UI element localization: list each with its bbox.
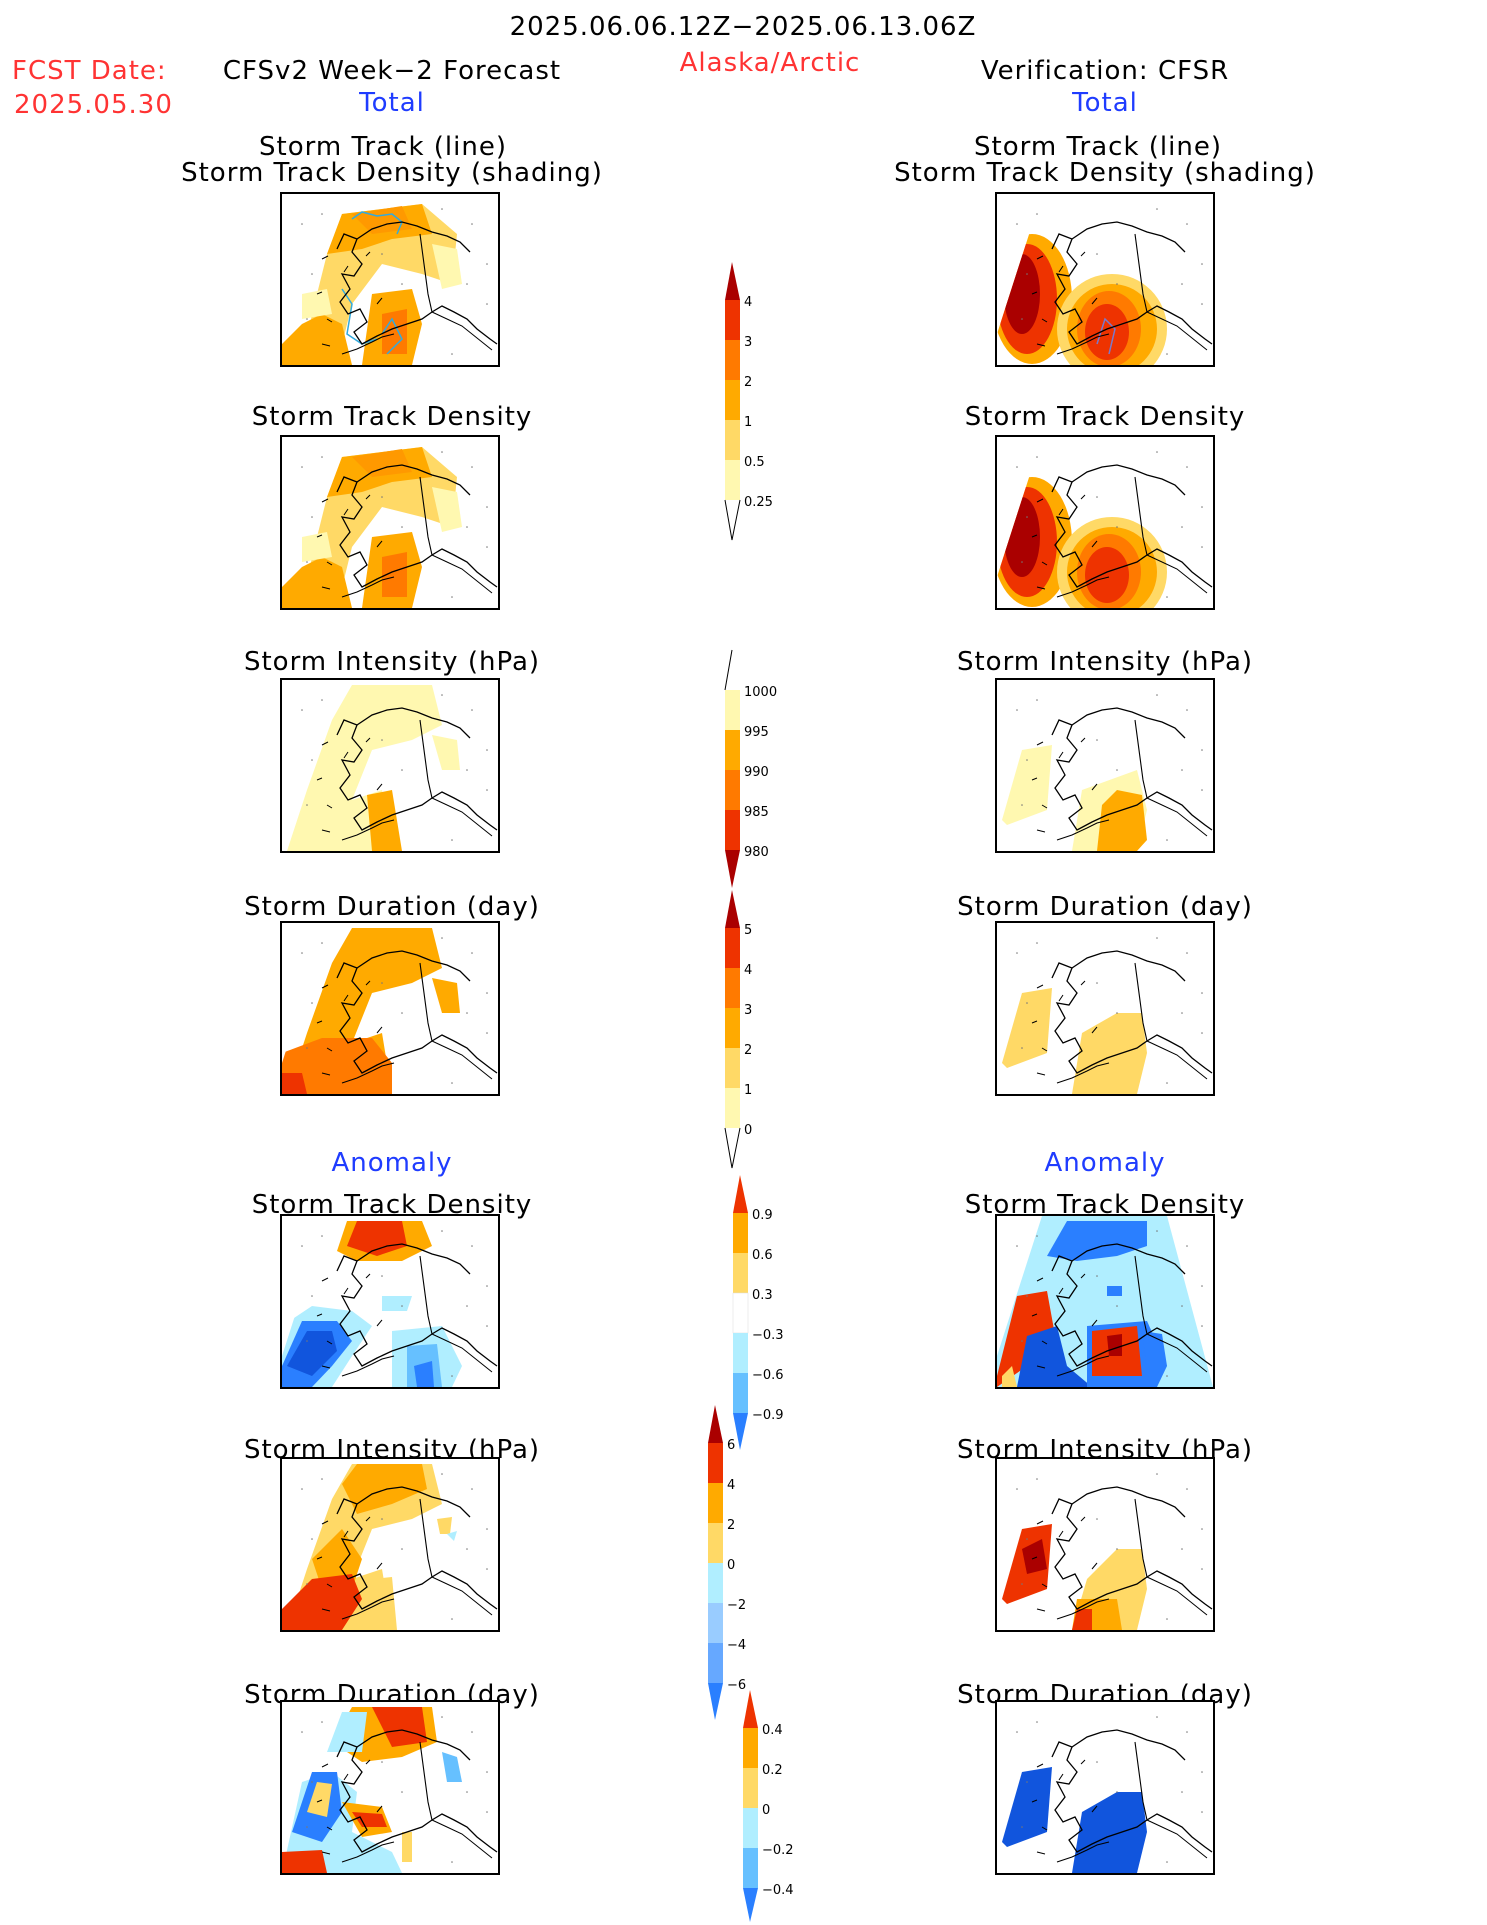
right-track-line-title: Storm Track (line) <box>974 132 1222 162</box>
left-track-line-title: Storm Track (line) <box>259 132 507 162</box>
forecast-total-label: Total <box>359 88 425 118</box>
cb-anom-density-label-1: 0.6 <box>752 1248 773 1263</box>
cb-intensity-label-3: 985 <box>744 805 769 820</box>
region-title: Alaska/Arctic <box>679 48 861 78</box>
cb-anom-intensity-label-2: 2 <box>727 1518 735 1533</box>
cb-anom-duration-label-4: −0.4 <box>762 1883 794 1898</box>
cb-anom-duration-label-3: −0.2 <box>762 1843 794 1858</box>
cb-duration-label-0: 5 <box>744 923 752 938</box>
verification-track-density-map <box>995 435 1215 610</box>
forecast-model-title: CFSv2 Week−2 Forecast <box>222 56 562 86</box>
cb-intensity-label-4: 980 <box>744 845 769 860</box>
left-duration-title: Storm Duration (day) <box>244 892 540 922</box>
verification-total-label: Total <box>1072 88 1138 118</box>
forecast-anomaly-duration-map <box>280 1700 500 1875</box>
cb-anom-intensity-label-6: −6 <box>727 1678 746 1693</box>
right-track-density-title: Storm Track Density <box>964 402 1246 432</box>
cb-anom-density-label-5: −0.9 <box>752 1408 784 1423</box>
cb-anom-intensity-label-4: −2 <box>727 1598 746 1613</box>
cb-density-label-3: 1 <box>744 415 752 430</box>
cb-density-label-1: 3 <box>744 335 752 350</box>
cb-anom-intensity-label-1: 4 <box>727 1478 735 1493</box>
forecast-anomaly-intensity-map <box>280 1457 500 1632</box>
cb-anom-duration-label-1: 0.2 <box>762 1763 783 1778</box>
cb-duration-label-1: 4 <box>744 963 752 978</box>
fcst-date-label: FCST Date: <box>12 56 167 86</box>
date-range-title: 2025.06.06.12Z−2025.06.13.06Z <box>509 12 977 42</box>
cb-anom-density-label-4: −0.6 <box>752 1368 784 1383</box>
verification-duration-map <box>995 921 1215 1096</box>
cb-intensity-label-1: 995 <box>744 725 769 740</box>
left-intensity-title: Storm Intensity (hPa) <box>243 647 541 677</box>
cb-anom-duration-label-2: 0 <box>762 1803 770 1818</box>
verification-anomaly-duration-map <box>995 1700 1215 1875</box>
cb-anom-duration-label-0: 0.4 <box>762 1723 783 1738</box>
right-intensity-title: Storm Intensity (hPa) <box>956 647 1254 677</box>
cb-anom-intensity-label-3: 0 <box>727 1558 735 1573</box>
verification-anomaly-intensity-map <box>995 1457 1215 1632</box>
cb-anom-intensity-label-0: 6 <box>727 1438 735 1453</box>
verification-track-line-density-map <box>995 192 1215 367</box>
forecast-track-density-map <box>280 435 500 610</box>
cb-density-label-4: 0.5 <box>744 455 765 470</box>
forecast-intensity-map <box>280 678 500 853</box>
cb-anom-density-label-2: 0.3 <box>752 1288 773 1303</box>
cb-duration-label-2: 3 <box>744 1003 752 1018</box>
right-duration-title: Storm Duration (day) <box>957 892 1253 922</box>
verification-title: Verification: CFSR <box>980 56 1230 86</box>
cb-duration-label-4: 1 <box>744 1083 752 1098</box>
cb-density-label-2: 2 <box>744 375 752 390</box>
cb-density-label-5: 0.25 <box>744 495 773 510</box>
right-anomaly-label: Anomaly <box>1044 1148 1166 1178</box>
forecast-anomaly-density-map <box>280 1214 500 1389</box>
verification-intensity-map <box>995 678 1215 853</box>
cb-intensity-label-2: 990 <box>744 765 769 780</box>
forecast-duration-map <box>280 921 500 1096</box>
cb-density-label-0: 4 <box>744 295 752 310</box>
left-track-density-title: Storm Track Density <box>251 402 533 432</box>
cb-anom-density-label-0: 0.9 <box>752 1208 773 1223</box>
verification-anomaly-density-map <box>995 1214 1215 1389</box>
right-track-density-shading-title: Storm Track Density (shading) <box>894 158 1316 188</box>
left-track-density-shading-title: Storm Track Density (shading) <box>181 158 603 188</box>
cb-duration-label-5: 0 <box>744 1123 752 1138</box>
cb-duration-label-3: 2 <box>744 1043 752 1058</box>
fcst-date-value: 2025.05.30 <box>14 90 173 120</box>
cb-intensity-label-0: 1000 <box>744 685 777 700</box>
left-anomaly-label: Anomaly <box>331 1148 453 1178</box>
forecast-track-line-density-map <box>280 192 500 367</box>
cb-anom-density-label-3: −0.3 <box>752 1328 784 1343</box>
cb-anom-intensity-label-5: −4 <box>727 1638 746 1653</box>
